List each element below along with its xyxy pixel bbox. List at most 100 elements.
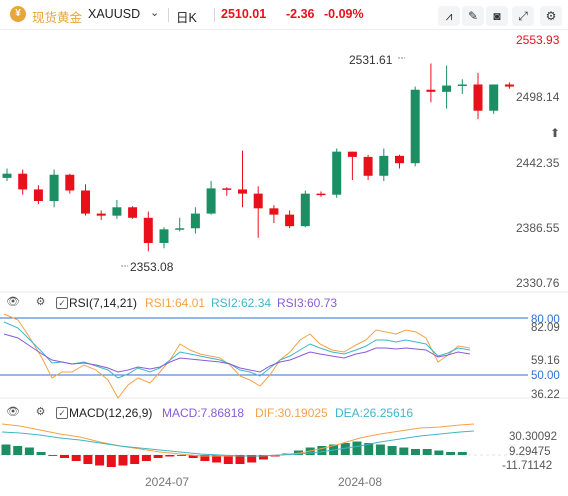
candle-body[interactable]	[316, 193, 326, 196]
macd-bar	[352, 441, 362, 455]
candle-body[interactable]	[395, 155, 404, 164]
rsi-header: 👁 ⚙ ✓ RSI(7,14,21) RSI1:64.01 RSI2:62.34…	[0, 294, 568, 312]
candle-body[interactable]	[175, 228, 185, 230]
macd-y-label-0: 30.30092	[509, 431, 557, 443]
candle-body[interactable]	[473, 84, 483, 111]
compare-icon[interactable]: ⩘	[438, 6, 460, 26]
rsi-y-label-2: 59.16	[531, 355, 560, 367]
macd-bar	[411, 449, 420, 455]
macd-bar	[399, 447, 409, 455]
candle-body[interactable]	[33, 189, 43, 201]
candle-body[interactable]	[49, 174, 59, 201]
candle-body[interactable]	[300, 193, 310, 227]
gear-icon[interactable]: ⚙	[35, 296, 46, 308]
macd-bar	[165, 455, 175, 457]
checkbox-icon[interactable]: ✓	[56, 407, 68, 419]
eye-icon[interactable]: 👁	[6, 296, 20, 308]
macd-bar	[24, 447, 34, 455]
macd-bar	[13, 446, 23, 455]
candle-body[interactable]	[379, 155, 389, 176]
candlestick-series	[2, 63, 514, 252]
candle-body[interactable]	[457, 84, 467, 86]
candle-body[interactable]	[504, 84, 514, 87]
macd-bar	[71, 455, 81, 461]
x-label-1: 2024-08	[338, 475, 382, 489]
draw-icon[interactable]: ✎	[462, 6, 484, 26]
macd-bar	[95, 455, 105, 466]
candle-body[interactable]	[81, 190, 90, 214]
rsi-label[interactable]: RSI(7,14,21)	[69, 296, 138, 310]
rsi2-value: RSI2:62.34	[211, 296, 272, 310]
y-label-4: 2330.76	[516, 276, 560, 290]
macd-bar	[457, 452, 467, 455]
candle-body[interactable]	[269, 208, 279, 215]
macd-label[interactable]: MACD(12,26,9)	[69, 406, 153, 420]
macd-bar	[153, 455, 163, 458]
instrument-title[interactable]: 现货黄金	[32, 11, 83, 25]
eye-icon[interactable]: 👁	[6, 406, 20, 418]
candle-body[interactable]	[253, 193, 263, 209]
rsi1-value: RSI1:64.01	[145, 296, 206, 310]
macd-value: MACD:7.86818	[162, 406, 245, 420]
scroll-up-icon[interactable]: ⬆	[550, 126, 560, 140]
candle-body[interactable]	[347, 151, 357, 157]
macd-y-label-2: -11.71142	[502, 460, 552, 472]
macd-bar	[375, 444, 385, 455]
y-label-0: 2553.93	[516, 33, 560, 47]
candle-body[interactable]	[410, 89, 420, 164]
macd-bar	[141, 455, 151, 461]
candle-body[interactable]	[332, 151, 342, 195]
candle-body[interactable]	[112, 207, 122, 216]
candle-body[interactable]	[190, 213, 200, 229]
rsi2-line	[3, 321, 471, 379]
macd-bar	[258, 455, 268, 460]
macd-bar	[364, 443, 374, 455]
macd-bar	[446, 452, 456, 455]
macd-bar	[36, 452, 46, 455]
candle-body[interactable]	[489, 84, 499, 111]
candle-body[interactable]	[206, 188, 216, 214]
camera-icon[interactable]: ◙	[486, 6, 508, 26]
candle-body[interactable]	[143, 217, 153, 243]
chevron-down-icon[interactable]: ⌄	[150, 7, 160, 19]
macd-bar	[200, 455, 210, 461]
rsi-y-label-1: 82.09	[531, 322, 560, 334]
candle-body[interactable]	[238, 189, 247, 194]
dea-line	[1, 430, 475, 457]
fullscreen-icon[interactable]: ⤢	[512, 6, 534, 26]
period-selector[interactable]: 日K	[176, 11, 197, 25]
macd-bar	[118, 455, 128, 466]
last-price: 2510.01	[221, 7, 267, 21]
macd-bar	[317, 446, 327, 455]
macd-bar	[177, 455, 186, 456]
candle-body[interactable]	[442, 85, 452, 92]
checkbox-icon[interactable]: ✓	[56, 297, 68, 309]
candle-body[interactable]	[2, 173, 12, 178]
settings-icon[interactable]: ⚙	[540, 6, 562, 26]
gear-icon[interactable]: ⚙	[35, 406, 46, 418]
candle-body[interactable]	[18, 173, 28, 190]
annotation-low: 2353.08	[130, 260, 174, 274]
macd-bar	[247, 455, 257, 463]
candle-body[interactable]	[159, 229, 169, 243]
candle-body[interactable]	[65, 174, 75, 191]
gold-logo-icon: ¥	[10, 6, 26, 22]
candle-body[interactable]	[426, 89, 436, 92]
dea-value: DEA:26.25616	[335, 406, 414, 420]
macd-y-label-1: 9.29475	[509, 446, 551, 458]
instrument-symbol[interactable]: XAUUSD	[88, 7, 141, 21]
macd-bar	[130, 455, 140, 464]
candle-body[interactable]	[222, 188, 232, 190]
candle-body[interactable]	[128, 207, 138, 218]
rsi-y-label-4: 36.22	[531, 389, 560, 401]
macd-bar	[434, 450, 444, 455]
candle-body[interactable]	[363, 156, 373, 176]
macd-bar	[106, 455, 116, 467]
macd-bar	[48, 455, 58, 456]
candle-body[interactable]	[96, 213, 106, 216]
candle-body[interactable]	[285, 214, 295, 227]
dif-value: DIF:30.19025	[255, 406, 328, 420]
price-change: -2.36	[286, 7, 315, 21]
